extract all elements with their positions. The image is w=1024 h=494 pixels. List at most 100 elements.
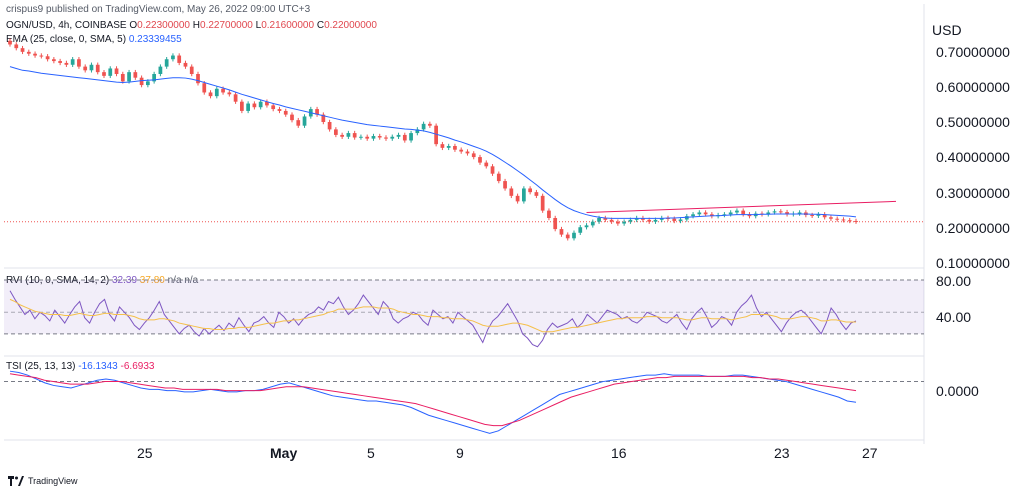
currency-label: USD	[932, 22, 962, 38]
candle-body	[208, 92, 213, 97]
candle-body	[402, 134, 407, 141]
price-tick: 0.50000000	[936, 114, 1010, 130]
ema-legend[interactable]: EMA (25, close, 0, SMA, 5) 0.23339455	[6, 34, 182, 45]
candle-body	[647, 219, 652, 222]
candle-body	[684, 216, 689, 220]
candle-body	[296, 120, 301, 126]
candle-body	[102, 72, 106, 76]
trend-line	[586, 200, 897, 213]
candle-body	[265, 101, 269, 106]
candle-body	[578, 227, 583, 233]
ohlc-legend: OGN/USD, 4h, COINBASE O0.22300000 H0.227…	[6, 20, 377, 31]
candle-body	[478, 157, 482, 163]
candle-body	[547, 210, 551, 218]
candle-body	[283, 110, 288, 115]
candle-body	[528, 188, 532, 193]
candle-body	[634, 218, 639, 220]
candle-body	[334, 129, 338, 135]
candle-body	[196, 74, 200, 84]
candle-body	[415, 129, 420, 134]
candle-body	[772, 211, 777, 213]
candle-body	[741, 210, 746, 215]
low-value: 0.21600000	[261, 20, 315, 31]
candle-body	[252, 103, 257, 108]
candle-body	[64, 62, 69, 65]
candle-body	[829, 217, 833, 219]
date-tick: 27	[862, 445, 878, 461]
high-label: H	[192, 20, 201, 31]
candle-body	[459, 149, 464, 152]
price-tick: 0.10000000	[936, 255, 1010, 271]
date-tick: 16	[611, 445, 627, 461]
candle-body	[816, 214, 821, 216]
candle-body	[327, 122, 332, 130]
rvi-ma-line	[9, 298, 856, 333]
symbol-label[interactable]: OGN/USD, 4h, COINBASE	[6, 20, 127, 31]
candle-body	[565, 234, 570, 239]
candle-body	[365, 136, 370, 139]
candle-body	[785, 212, 789, 215]
candle-body	[659, 218, 664, 220]
candle-body	[139, 77, 144, 86]
price-tick: 0.60000000	[936, 79, 1010, 95]
candle-body	[421, 123, 426, 130]
chart-frame: crispus9 published on TradingView.com, M…	[4, 4, 1022, 490]
candle-body	[164, 59, 169, 67]
candle-body	[227, 92, 232, 95]
candle-body	[691, 214, 695, 217]
candle-body	[522, 188, 526, 202]
candle-body	[735, 210, 739, 213]
candle-body	[346, 133, 351, 137]
tradingview-logo[interactable]: TradingView	[8, 476, 78, 486]
candle-body	[453, 146, 457, 150]
date-tick: 9	[456, 445, 464, 461]
candle-body	[384, 137, 388, 139]
candle-body	[89, 64, 94, 71]
candle-body	[183, 62, 188, 67]
candle-body	[202, 83, 207, 93]
candle-body	[609, 219, 614, 222]
candle-body	[127, 72, 131, 82]
candle-body	[572, 232, 576, 239]
price-tick: 0.20000000	[936, 220, 1010, 236]
candle-body	[258, 101, 263, 108]
candle-body	[628, 219, 633, 222]
tsi-legend[interactable]: TSI (25, 13, 13) -16.1343 -6.6933	[6, 361, 154, 372]
candle-body	[33, 53, 37, 56]
candle-body	[390, 136, 395, 139]
tsi-tick: 0.0000	[936, 383, 979, 399]
close-label: C	[316, 20, 325, 31]
ema-label: EMA (25, close, 0, SMA, 5)	[6, 34, 127, 45]
candle-body	[133, 72, 138, 78]
candle-body	[240, 101, 244, 111]
candle-body	[290, 114, 294, 121]
candle-body	[622, 221, 626, 224]
candle-body	[559, 229, 564, 235]
plot-area[interactable]	[4, 4, 929, 444]
candle-body	[515, 195, 520, 202]
published-caption: crispus9 published on TradingView.com, M…	[6, 4, 311, 15]
candle-body	[396, 134, 401, 137]
candle-body	[616, 221, 620, 224]
candle-body	[52, 59, 56, 62]
candle-body	[340, 134, 344, 137]
candle-body	[584, 225, 589, 228]
brand-label: TradingView	[28, 476, 78, 486]
candle-body	[797, 212, 802, 214]
candle-body	[114, 68, 119, 74]
candle-body	[810, 215, 814, 217]
candle-body	[189, 66, 194, 74]
candle-body	[509, 188, 514, 196]
candle-body	[653, 219, 658, 222]
candle-body	[697, 212, 702, 215]
candle-body	[440, 144, 445, 148]
candle-body	[835, 218, 840, 220]
candle-body	[152, 74, 156, 82]
candle-body	[553, 218, 558, 230]
candle-body	[95, 64, 100, 73]
candle-body	[471, 153, 476, 158]
candle-body	[534, 192, 539, 196]
candle-body	[20, 48, 25, 52]
tradingview-icon	[8, 476, 24, 486]
candle-body	[428, 123, 432, 126]
